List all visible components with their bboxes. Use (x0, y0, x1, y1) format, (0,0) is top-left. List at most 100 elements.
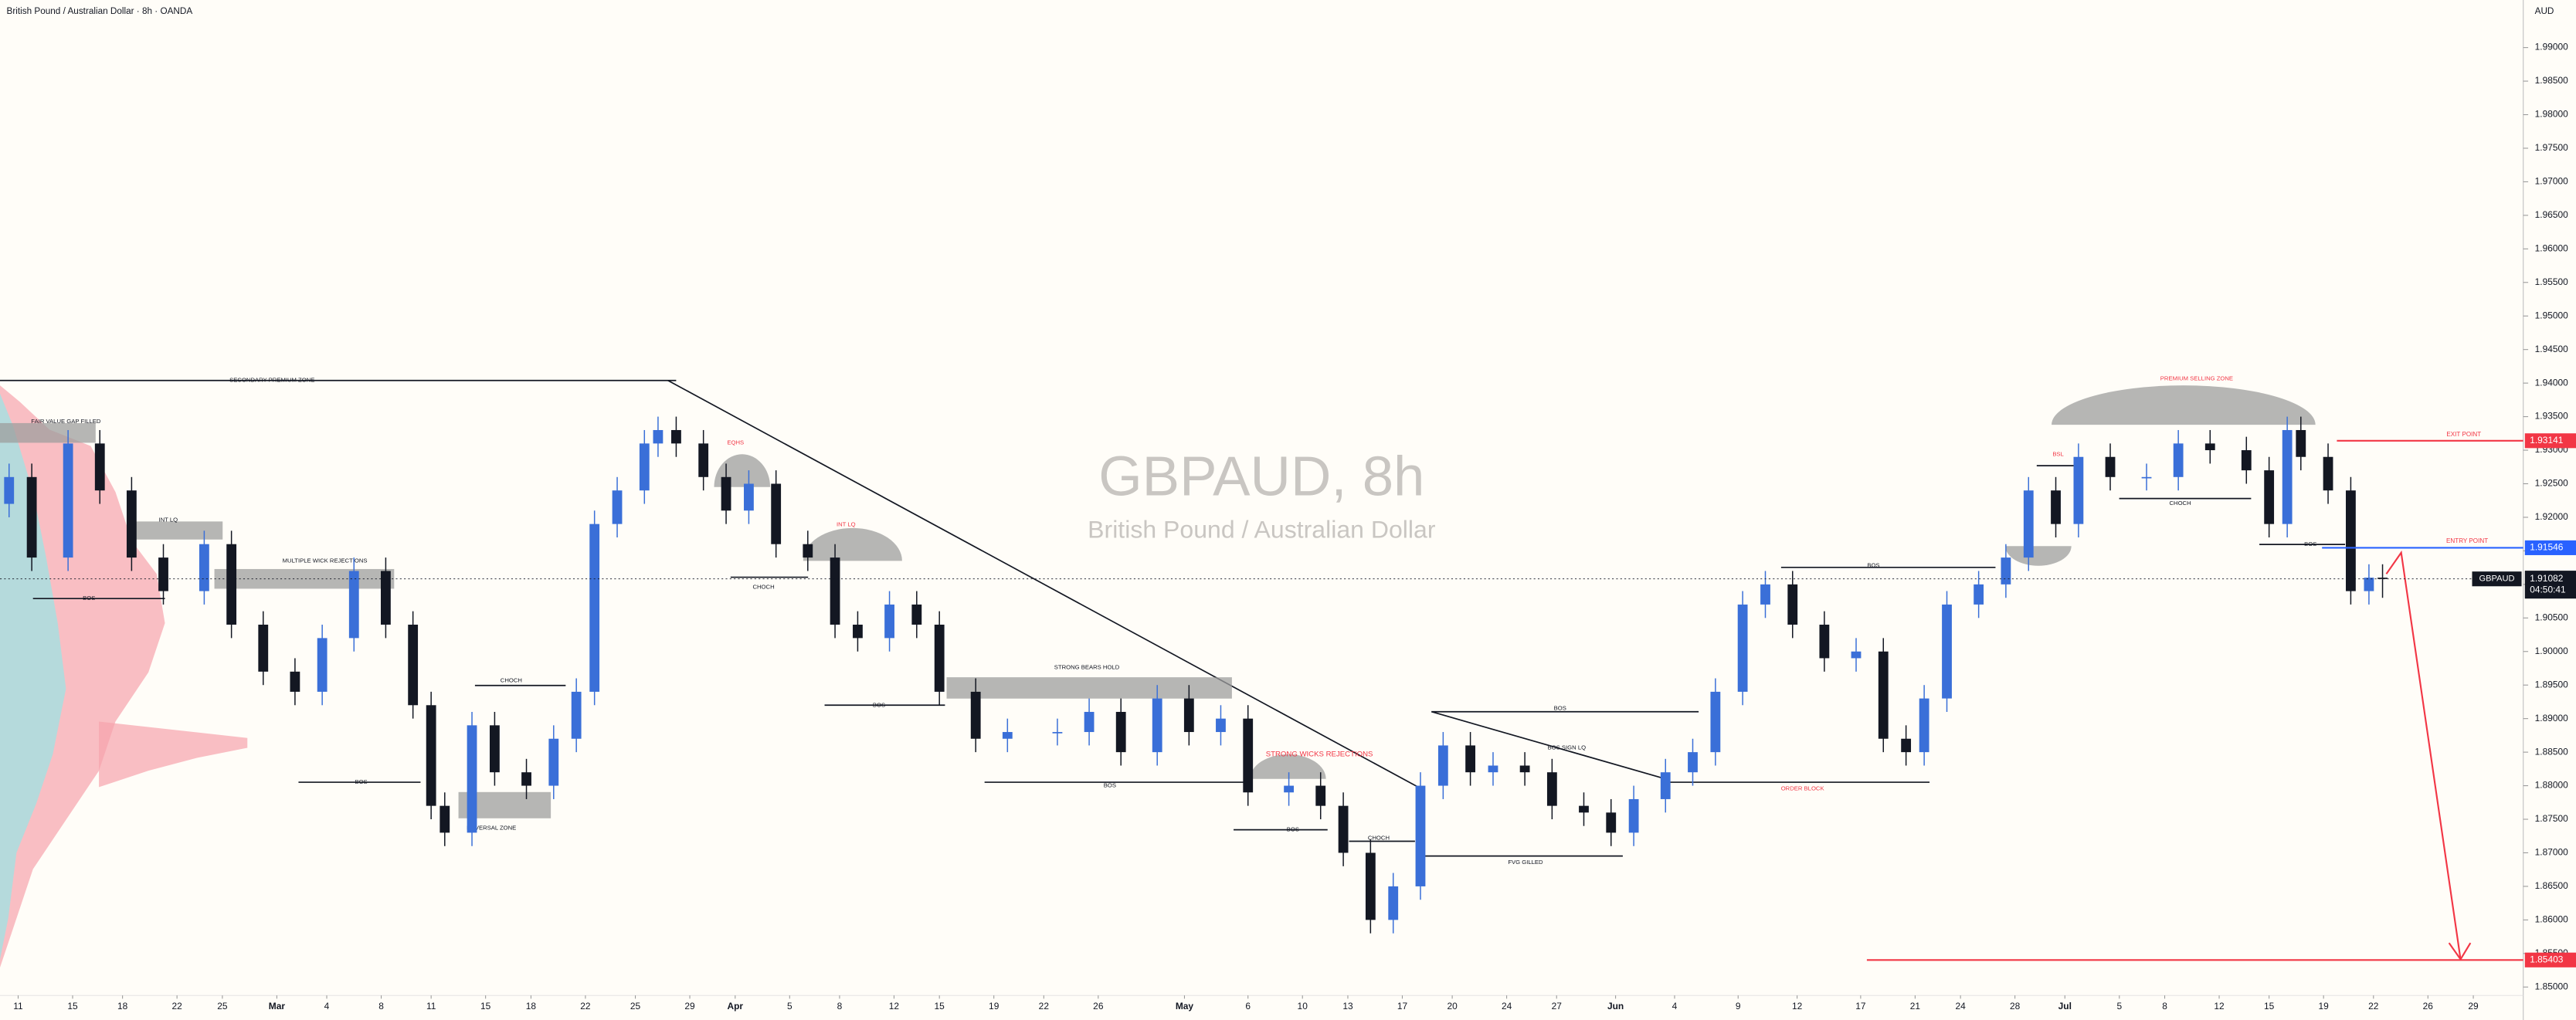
candle-body (2364, 578, 2374, 591)
candle-body (1919, 698, 1929, 753)
trend-line (667, 379, 1419, 788)
candle-body (771, 483, 782, 544)
candle-body (2264, 470, 2275, 524)
annotation: CHOCH (2170, 500, 2191, 507)
x-tick-label: 5 (787, 1001, 792, 1012)
x-tick-label: 21 (1910, 1001, 1921, 1012)
candle-body (4, 476, 15, 504)
candle-body (1519, 765, 1530, 773)
y-tick-label: 1.92000 (2535, 511, 2569, 522)
candle-body (158, 557, 168, 591)
y-tick-label: 1.92500 (2535, 478, 2569, 489)
x-tick-label: 26 (2423, 1001, 2434, 1012)
watermark-subtitle: British Pound / Australian Dollar (1088, 516, 1436, 544)
y-tick-label: 1.94500 (2535, 344, 2569, 354)
candle-body (1338, 805, 1349, 853)
x-tick-label: 26 (1093, 1001, 1104, 1012)
annotation: BSL (2052, 450, 2064, 457)
x-tick-label: 29 (2468, 1001, 2479, 1012)
candle-body (2323, 456, 2333, 491)
last-price-tag (2524, 571, 2576, 599)
y-tick-label: 1.89500 (2535, 679, 2569, 690)
candle-body (1660, 772, 1671, 799)
annotation: BOS (1554, 705, 1566, 712)
candle-body (1388, 886, 1399, 920)
x-tick-label: 12 (1792, 1001, 1803, 1012)
y-tick-label: 1.95000 (2535, 310, 2569, 320)
candles (4, 416, 2388, 934)
annotation: FAIR VALUE GAP FILLED (31, 418, 101, 425)
candle-body (126, 490, 137, 558)
candle-body (1579, 805, 1589, 813)
candle-body (1284, 785, 1294, 793)
candle-body (1760, 584, 1770, 605)
candle-body (671, 429, 681, 444)
y-tick-label: 1.96000 (2535, 243, 2569, 254)
annotation: INT LQ (837, 521, 856, 528)
x-tick-label: 18 (526, 1001, 537, 1012)
x-tick-label: 10 (1298, 1001, 1308, 1012)
x-tick-label: 22 (580, 1001, 591, 1012)
candle-body (226, 544, 237, 625)
x-tick-label: 15 (480, 1001, 491, 1012)
x-tick-label: 24 (1955, 1001, 1966, 1012)
candle-body (721, 476, 731, 511)
candle-body (2141, 476, 2152, 479)
candle-body (884, 604, 894, 639)
annotation: EQHS (727, 439, 744, 446)
candle-body (639, 443, 650, 491)
x-tick-label: 8 (2162, 1001, 2167, 1012)
candle-body (1243, 718, 1254, 793)
candle-body (490, 725, 500, 773)
candle-body (1974, 584, 1984, 605)
y-tick-label: 1.89000 (2535, 713, 2569, 723)
x-tick-label: Jun (1607, 1001, 1624, 1012)
x-tick-label: 8 (837, 1001, 843, 1012)
candle-body (1183, 698, 1194, 733)
candle-body (2001, 557, 2011, 585)
candle-body (2377, 578, 2388, 579)
watermark-title: GBPAUD, 8h (1098, 446, 1424, 508)
annotation: BOS (1867, 562, 1879, 569)
level-name: EXIT POINT (2446, 431, 2481, 438)
candle-body (199, 544, 209, 591)
level-name: ENTRY POINT (2446, 537, 2488, 544)
candle-body (2051, 490, 2061, 524)
zone (946, 677, 1232, 699)
candle-body (408, 624, 419, 706)
annotation: REVERSAL ZONE (467, 825, 516, 832)
x-tick-label: 6 (1245, 1001, 1251, 1012)
y-tick-label: 1.97000 (2535, 176, 2569, 187)
last-price-label: 1.91082 (2530, 573, 2564, 584)
symbol-tag-label: GBPAUD (2479, 574, 2515, 584)
candle-body (1851, 651, 1862, 659)
x-tick-label: 18 (117, 1001, 128, 1012)
x-tick-label: 25 (217, 1001, 228, 1012)
candle-body (1465, 745, 1476, 773)
annotation: BOS (1104, 781, 1116, 788)
candle-body (1942, 604, 1952, 699)
annotation: BOS SIGN LQ (1548, 744, 1587, 751)
annotation: FVG GILLED (1508, 859, 1543, 866)
level-tag (2524, 540, 2576, 555)
x-tick-label: 4 (324, 1001, 330, 1012)
x-tick-label: 5 (2116, 1001, 2122, 1012)
x-tick-label: May (1176, 1001, 1194, 1012)
candle-body (612, 490, 623, 524)
volume-profile (0, 385, 248, 968)
candle-body (548, 738, 559, 786)
y-tick-label: 1.85000 (2535, 981, 2569, 991)
candle-body (1152, 698, 1162, 753)
candle-body (830, 557, 840, 625)
candle-body (653, 429, 664, 444)
candle-body (2073, 456, 2084, 524)
candle-body (589, 524, 600, 692)
x-tick-label: 4 (1672, 1001, 1678, 1012)
candle-body (1628, 798, 1639, 833)
candle-body (2241, 450, 2252, 471)
candle-body (1437, 745, 1448, 786)
level-tag-label: 1.85403 (2530, 954, 2564, 964)
level-tag-label: 1.93141 (2530, 435, 2564, 446)
